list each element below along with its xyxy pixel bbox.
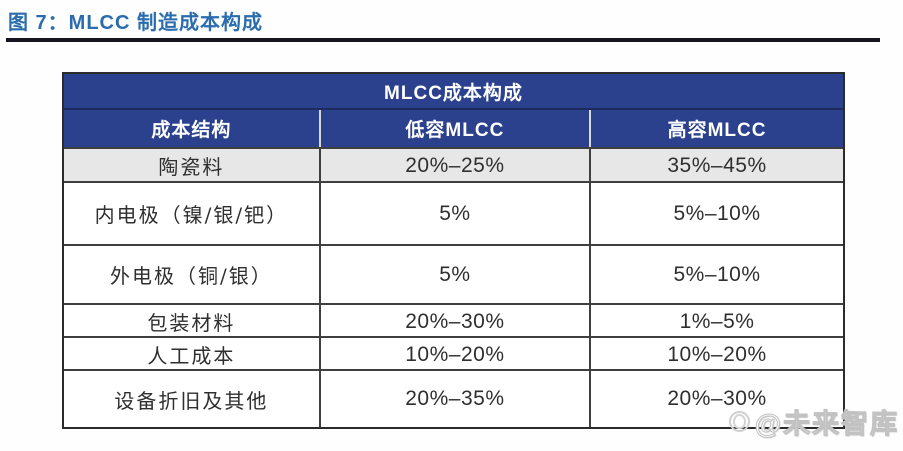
- high-cap-value: 10%–20%: [589, 338, 843, 371]
- low-cap-value: 5%: [318, 183, 589, 244]
- high-cap-value: 1%–5%: [589, 305, 843, 338]
- table-header-row: 成本结构 低容MLCC 高容MLCC: [64, 110, 843, 147]
- row-label: 陶瓷料: [158, 155, 225, 179]
- low-cap-value: 20%–30%: [318, 305, 589, 338]
- row-label: 外电极（铜/银）: [109, 264, 273, 288]
- low-cap-value: 5%: [318, 246, 589, 303]
- table-row-outer-electrode: 外电极（铜/银） 5% 5%–10%: [64, 244, 843, 303]
- high-cap-value: 5%–10%: [589, 183, 843, 244]
- low-cap-value: 20%–25%: [318, 149, 589, 182]
- high-cap-value: 5%–10%: [589, 246, 843, 303]
- row-label: 内电极（镍/银/钯）: [94, 203, 289, 227]
- table-row-labor: 人工成本 10%–20% 10%–20%: [64, 336, 843, 371]
- figure-title: 图 7：MLCC 制造成本构成: [8, 12, 263, 34]
- low-cap-value: 20%–35%: [318, 371, 589, 427]
- high-cap-value: 35%–45%: [589, 149, 843, 182]
- table-row-ceramic: 陶瓷料 20%–25% 35%–45%: [64, 147, 843, 182]
- high-cap-value: 20%–30%: [589, 371, 843, 427]
- row-label: 人工成本: [147, 344, 236, 368]
- title-divider: [6, 38, 880, 42]
- low-cap-value: 10%–20%: [318, 338, 589, 371]
- table-title: MLCC成本构成: [64, 74, 843, 110]
- row-label: 设备折旧及其他: [114, 388, 269, 413]
- table-row-inner-electrode: 内电极（镍/银/钯） 5% 5%–10%: [64, 181, 843, 244]
- column-header-cost-structure: 成本结构: [151, 120, 232, 141]
- column-header-low-cap-mlcc: 低容MLCC: [318, 110, 589, 147]
- column-header-high-cap-mlcc: 高容MLCC: [589, 110, 843, 147]
- mlcc-cost-table: MLCC成本构成 成本结构 低容MLCC 高容MLCC 陶瓷料 20%–25% …: [62, 72, 845, 429]
- table-row-packaging: 包装材料 20%–30% 1%–5%: [64, 303, 843, 338]
- table-row-depreciation: 设备折旧及其他 20%–35% 20%–30%: [64, 369, 843, 427]
- row-label: 包装材料: [147, 311, 236, 335]
